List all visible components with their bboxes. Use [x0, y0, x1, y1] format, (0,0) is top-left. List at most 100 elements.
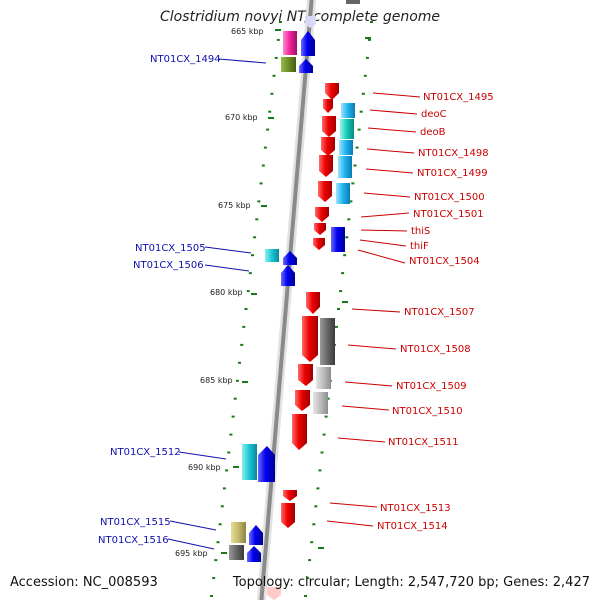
scale-dot — [320, 451, 324, 454]
gene-feature[interactable] — [325, 83, 339, 100]
gene-feature[interactable] — [319, 155, 333, 177]
scale-label: 695 kbp — [175, 549, 208, 558]
gene-label[interactable]: NT01CX_1507 — [404, 307, 475, 318]
scale-label: 670 kbp — [225, 113, 258, 122]
gene-feature[interactable] — [242, 444, 257, 480]
scale-dot — [310, 541, 314, 544]
scale-dot — [251, 254, 254, 257]
scale-dot — [359, 110, 363, 113]
left-leader-lines — [167, 58, 267, 550]
gene-label[interactable]: NT01CX_1510 — [392, 406, 463, 417]
scale-label: 690 kbp — [188, 463, 221, 472]
gene-label[interactable]: NT01CX_1500 — [414, 192, 485, 203]
gene-feature[interactable] — [313, 392, 328, 414]
scale-dot — [270, 92, 274, 95]
gene-feature[interactable] — [320, 318, 335, 365]
scale-dot — [266, 128, 270, 131]
gene-label[interactable]: NT01CX_1506 — [133, 260, 204, 271]
scale-dot — [312, 523, 316, 526]
gene-feature[interactable] — [314, 223, 326, 235]
scale-dot — [229, 433, 233, 436]
scale-dot — [276, 38, 280, 41]
gene-label[interactable]: NT01CX_1504 — [409, 256, 480, 267]
gene-feature[interactable] — [283, 251, 297, 265]
gene-feature[interactable] — [281, 503, 295, 528]
gene-feature[interactable] — [322, 116, 336, 137]
scale-dot — [345, 236, 349, 239]
scale-dot — [210, 595, 213, 597]
gene-label[interactable]: deoB — [420, 127, 446, 138]
scale-dot — [263, 146, 267, 149]
scale-dot — [337, 308, 340, 310]
gene-label[interactable]: deoC — [421, 109, 447, 120]
gene-feature[interactable] — [321, 137, 335, 156]
gene-label[interactable]: NT01CX_1513 — [380, 503, 451, 514]
gene-label[interactable]: NT01CX_1515 — [100, 517, 171, 528]
gene-feature[interactable] — [265, 249, 279, 262]
gene-feature[interactable] — [231, 522, 246, 543]
gene-label[interactable]: thiS — [411, 226, 430, 237]
gene-feature[interactable] — [341, 103, 355, 118]
gene-feature[interactable] — [301, 31, 315, 56]
gene-feature[interactable] — [302, 316, 318, 362]
scale-dot — [367, 38, 371, 41]
scale-dot — [214, 559, 218, 562]
scale-dot — [227, 451, 231, 454]
gene-feature[interactable] — [299, 59, 313, 73]
scale-dot — [212, 577, 216, 580]
scale-dot — [357, 128, 361, 131]
scale-dot — [349, 200, 353, 203]
gene-feature[interactable] — [323, 99, 333, 113]
gene-label[interactable]: NT01CX_1509 — [396, 381, 467, 392]
gene-feature[interactable] — [283, 490, 297, 501]
gene-feature[interactable] — [247, 546, 261, 562]
scale-dot — [322, 433, 326, 436]
gene-label[interactable]: NT01CX_1499 — [417, 168, 488, 179]
gene-feature[interactable] — [336, 183, 350, 204]
gene-feature[interactable] — [292, 414, 307, 450]
scale-labels: 665 kbp 670 kbp 675 kbp 680 kbp 685 kbp … — [175, 27, 264, 558]
gene-feature[interactable] — [331, 227, 345, 252]
gene-feature[interactable] — [339, 140, 353, 155]
gene-label[interactable]: thiF — [410, 241, 429, 252]
gene-label[interactable]: NT01CX_1508 — [400, 344, 471, 355]
scale-label: 675 kbp — [218, 201, 251, 210]
gene-label[interactable]: NT01CX_1516 — [98, 535, 169, 546]
feature-fragment-top-blue — [305, 16, 316, 28]
scale-dot — [343, 254, 347, 257]
scale-dot — [255, 218, 259, 221]
gene-label[interactable]: NT01CX_1514 — [377, 521, 448, 532]
gene-feature[interactable] — [281, 57, 296, 72]
gene-feature[interactable] — [340, 119, 354, 139]
gene-feature[interactable] — [316, 367, 331, 389]
scale-dot — [218, 523, 222, 526]
gene-label[interactable]: NT01CX_1495 — [423, 92, 494, 103]
gene-label[interactable]: NT01CX_1494 — [150, 54, 221, 65]
gene-feature[interactable] — [306, 292, 320, 314]
gene-feature[interactable] — [298, 364, 313, 386]
gene-label[interactable]: NT01CX_1512 — [110, 447, 181, 458]
scale-dot — [235, 379, 239, 382]
gene-feature[interactable] — [258, 446, 275, 482]
gene-feature[interactable] — [315, 207, 329, 222]
scale-label: 665 kbp — [231, 27, 264, 36]
gene-feature[interactable] — [318, 181, 332, 202]
right-gene-labels: NT01CX_1495 deoC deoB NT01CX_1498 NT01CX… — [377, 92, 494, 532]
gene-label[interactable]: NT01CX_1501 — [413, 209, 484, 220]
scale-dot — [316, 487, 320, 490]
gene-feature[interactable] — [283, 31, 297, 55]
gene-feature[interactable] — [229, 545, 244, 560]
gene-feature[interactable] — [338, 156, 352, 178]
gene-feature[interactable] — [313, 238, 325, 250]
gene-feature[interactable] — [281, 265, 295, 286]
gene-label[interactable]: NT01CX_1505 — [135, 243, 206, 254]
scale-dot — [341, 272, 345, 275]
gene-feature[interactable] — [249, 525, 263, 545]
scale-dot — [274, 56, 278, 59]
gene-label[interactable]: NT01CX_1498 — [418, 148, 489, 159]
gene-label[interactable]: NT01CX_1511 — [388, 437, 459, 448]
scale-dot — [222, 487, 226, 490]
gene-feature[interactable] — [295, 390, 310, 411]
